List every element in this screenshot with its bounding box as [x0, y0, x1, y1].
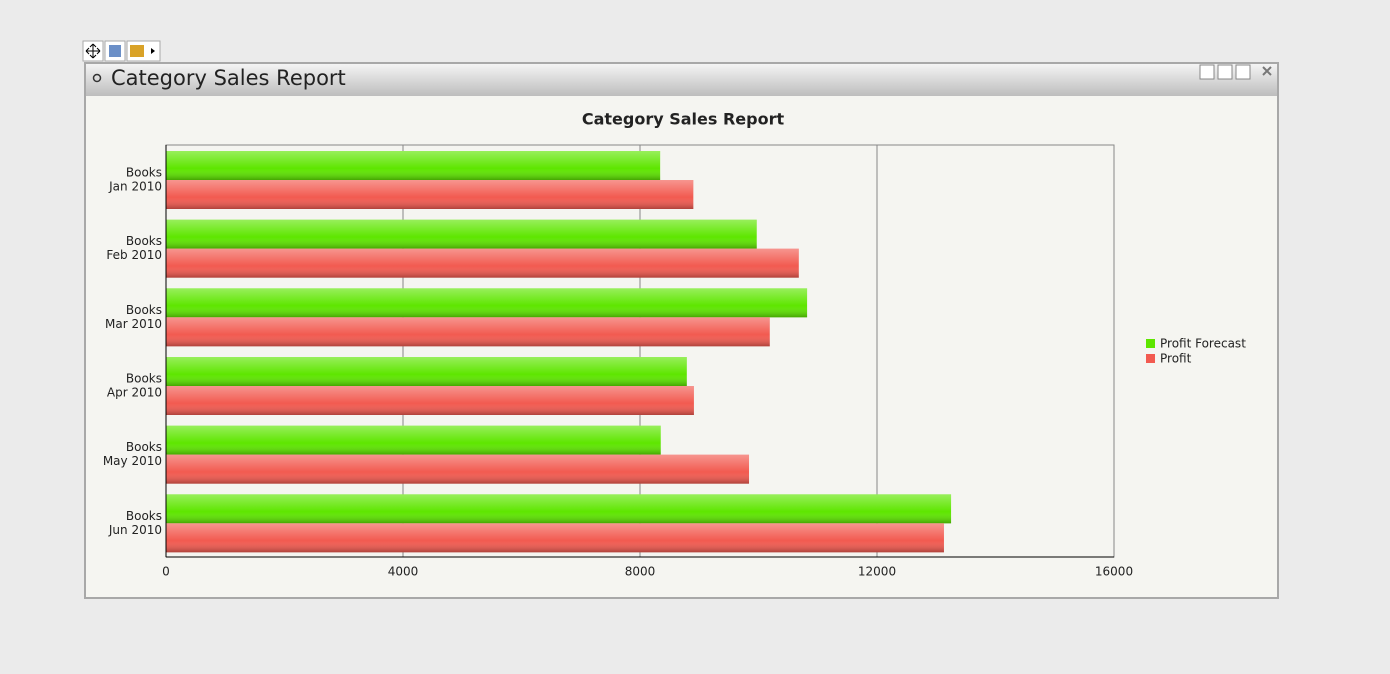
y-tick-label: Jan 2010 — [108, 180, 162, 194]
bar-shade — [166, 454, 750, 484]
dropdown-arrow — [151, 48, 155, 54]
bar-shade — [166, 494, 952, 524]
bar-shade — [166, 357, 687, 386]
x-tick-label: 0 — [162, 565, 170, 579]
minimize-button[interactable] — [1217, 64, 1233, 80]
y-tick-label: Mar 2010 — [105, 317, 162, 331]
y-tick-label: Feb 2010 — [106, 248, 162, 262]
bar-shade — [166, 248, 799, 278]
menu-button[interactable] — [1199, 64, 1215, 80]
legend-label: Profit — [1160, 352, 1192, 366]
legend-swatch — [1146, 354, 1155, 363]
bar-shade — [166, 219, 757, 249]
bar-shade — [166, 523, 944, 553]
y-tick-label: Jun 2010 — [108, 523, 162, 537]
y-tick-label: Books — [126, 166, 162, 180]
y-tick-label: Books — [126, 509, 162, 523]
y-tick-label: Apr 2010 — [107, 386, 162, 400]
bar-shade — [166, 180, 694, 209]
y-tick-label: Books — [126, 372, 162, 386]
y-tick-label: Books — [126, 234, 162, 248]
close-button[interactable] — [1262, 66, 1272, 76]
chart-title: Category Sales Report — [582, 110, 785, 129]
move-icon — [85, 43, 101, 59]
x-tick-label: 12000 — [858, 565, 896, 579]
legend-swatch — [1146, 339, 1155, 348]
properties-icon — [109, 45, 121, 57]
bar-shade — [166, 386, 694, 415]
x-tick-label: 4000 — [388, 565, 419, 579]
y-tick-label: Books — [126, 440, 162, 454]
toolbar — [82, 40, 161, 62]
search-icon — [92, 73, 102, 83]
window-title: Category Sales Report — [111, 66, 346, 90]
bar-shade — [166, 151, 661, 180]
y-tick-label: Books — [126, 303, 162, 317]
x-tick-label: 8000 — [625, 565, 656, 579]
x-tick-label: 16000 — [1095, 565, 1133, 579]
y-tick-label: May 2010 — [103, 454, 162, 468]
layout-icon — [130, 45, 144, 57]
maximize-button[interactable] — [1235, 64, 1251, 80]
bar-shade — [166, 288, 808, 318]
bar-shade — [166, 317, 770, 347]
legend-label: Profit Forecast — [1160, 337, 1246, 351]
bar-shade — [166, 425, 661, 455]
window-header — [86, 64, 1277, 96]
